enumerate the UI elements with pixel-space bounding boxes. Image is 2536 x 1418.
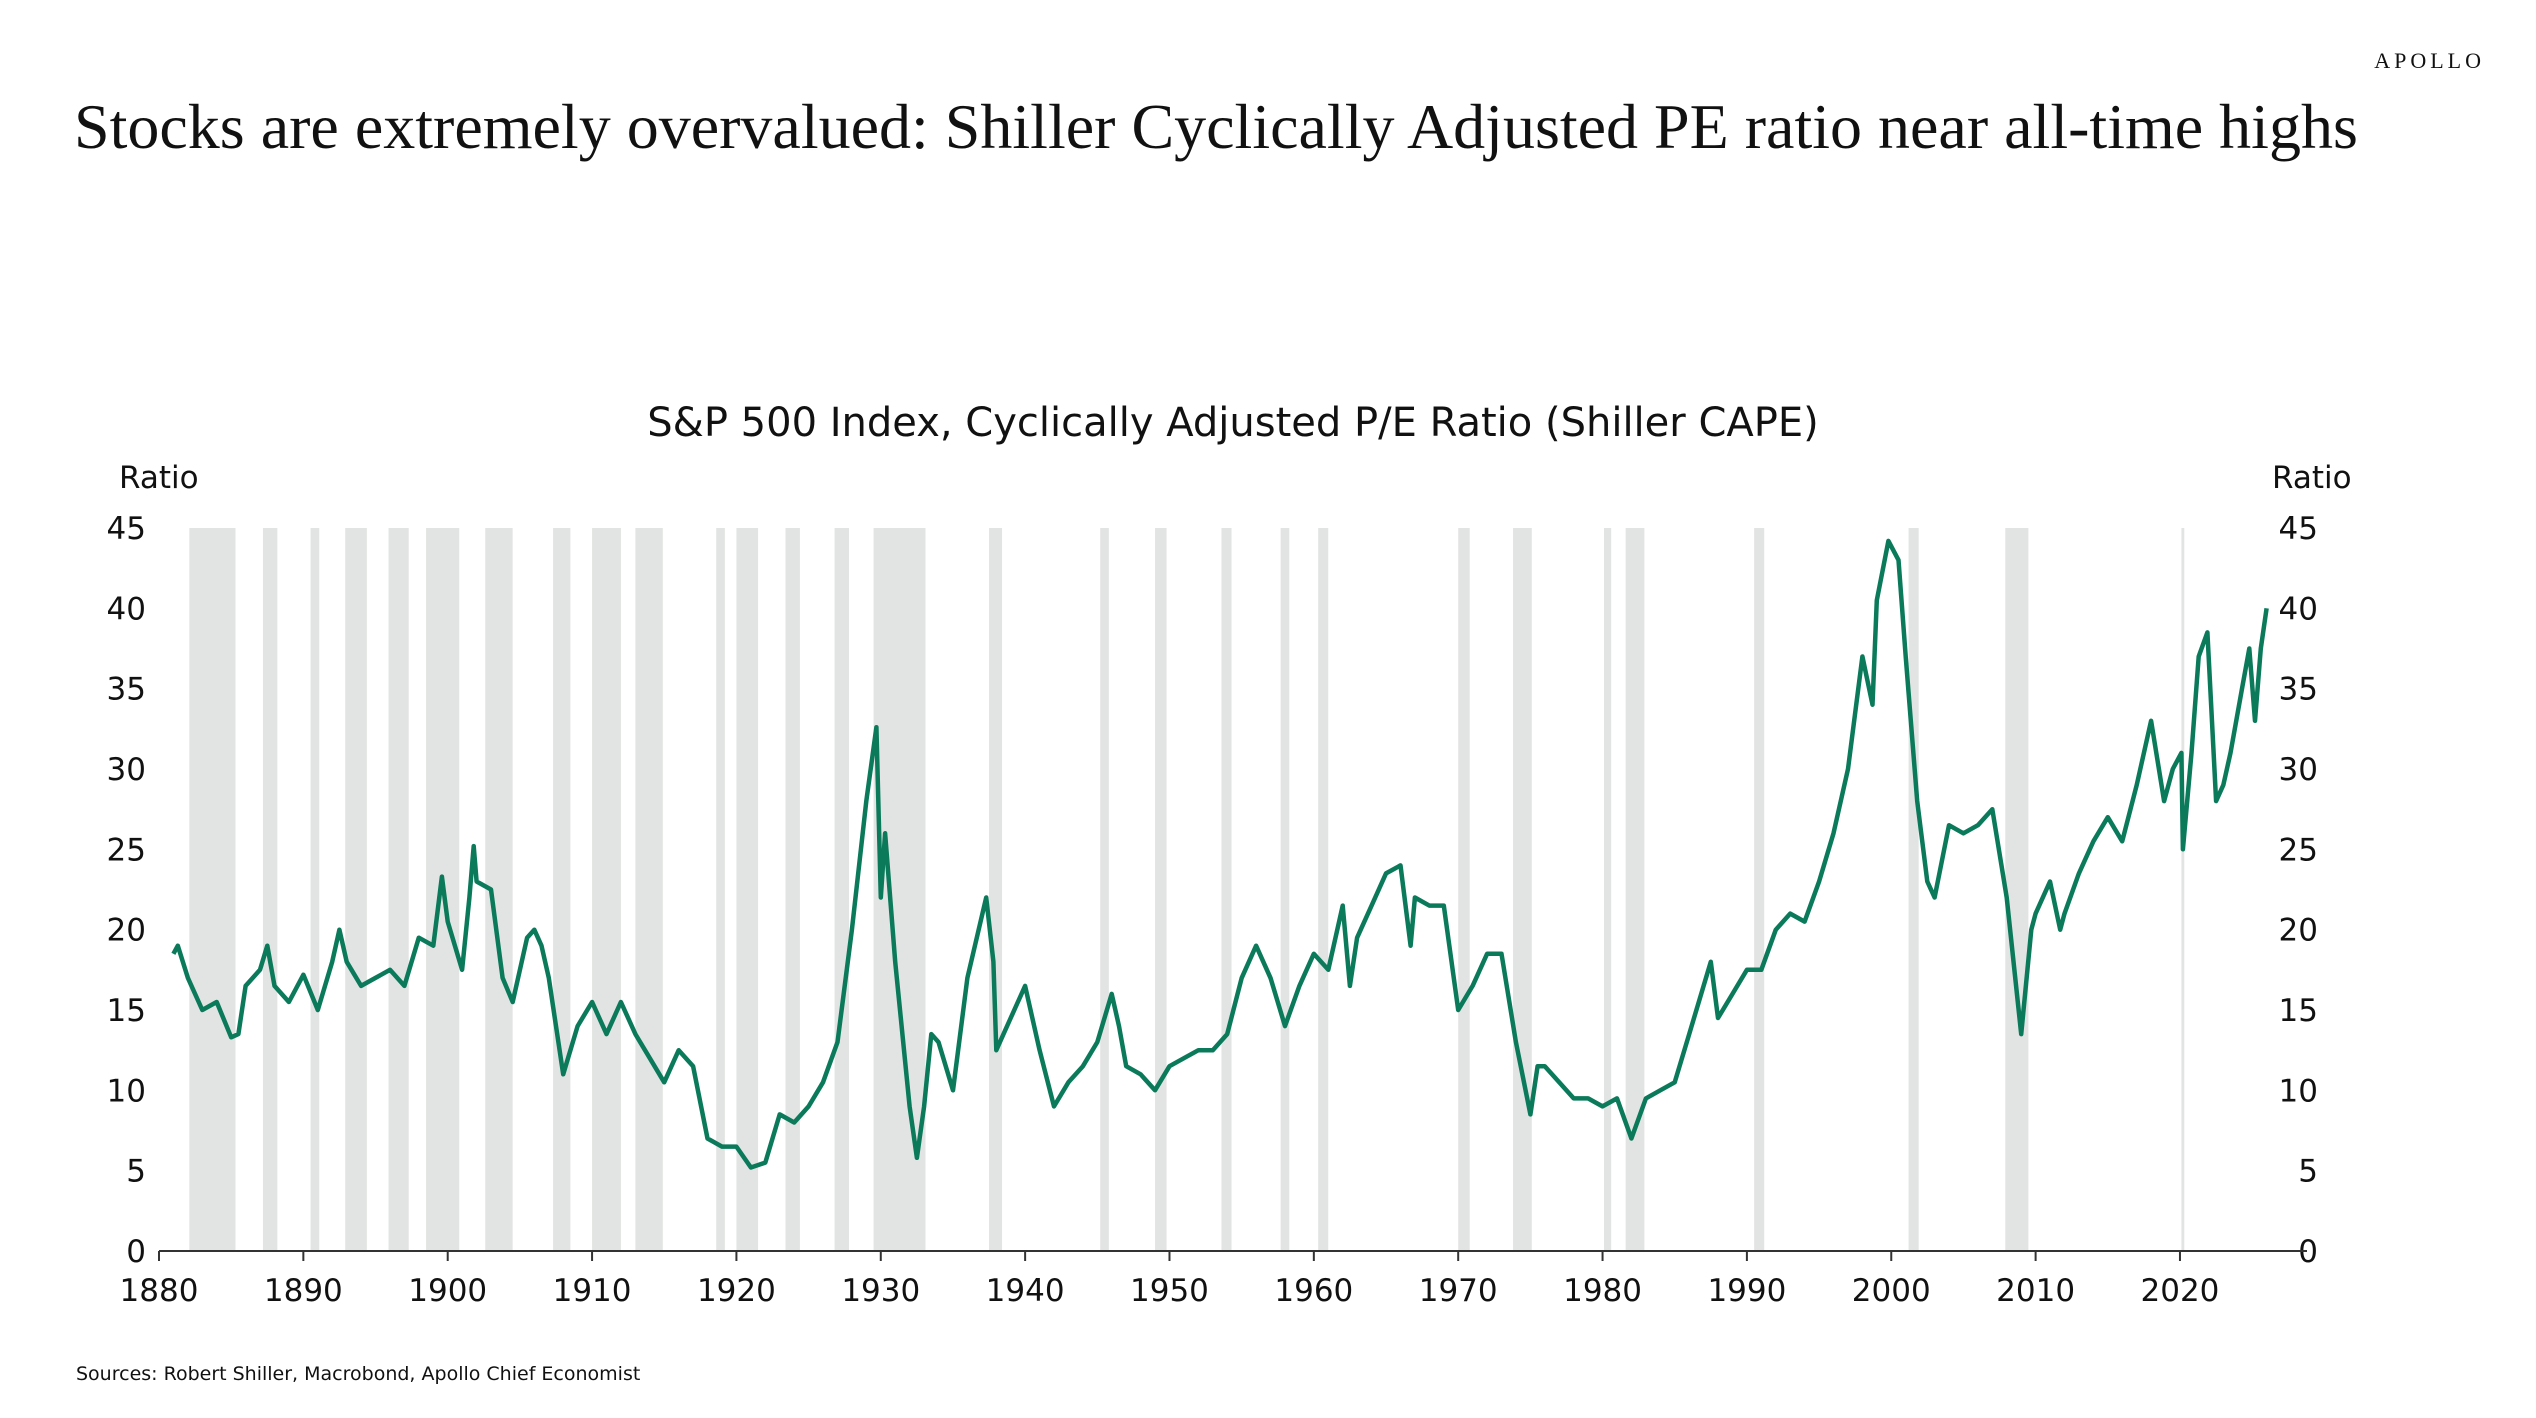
y2-tick-label: 40 — [2279, 591, 2318, 627]
x-tick-label: 2020 — [2141, 1273, 2220, 1309]
recession-band — [310, 528, 320, 1251]
x-tick-label: 1890 — [264, 1273, 343, 1309]
x-tick-label: 1970 — [1419, 1273, 1498, 1309]
recession-band — [989, 528, 1003, 1251]
recession-band — [2181, 528, 2185, 1251]
y-tick-label: 0 — [126, 1234, 146, 1270]
y-tick-label: 45 — [107, 511, 146, 547]
y-tick-label: 20 — [107, 913, 146, 949]
x-tick-label: 2000 — [1852, 1273, 1931, 1309]
y2-tick-label: 15 — [2279, 993, 2318, 1029]
recession-band — [592, 528, 621, 1251]
y-tick-label: 5 — [126, 1154, 146, 1190]
y-tick-label: 10 — [107, 1073, 146, 1109]
recession-band — [785, 528, 800, 1251]
recession-band — [1100, 528, 1109, 1251]
x-tick-label: 2010 — [1996, 1273, 2075, 1309]
y-tick-label: 35 — [107, 672, 146, 708]
recession-band — [1908, 528, 1919, 1251]
y2-tick-label: 0 — [2298, 1234, 2318, 1270]
recession-band — [2005, 528, 2029, 1251]
recession-band — [1458, 528, 1470, 1251]
headline: Stocks are extremely overvalued: Shiller… — [74, 91, 2358, 162]
y-tick-label: 15 — [107, 993, 146, 1029]
recession-band — [345, 528, 367, 1251]
x-tick-label: 1950 — [1130, 1273, 1209, 1309]
x-tick-label: 1920 — [697, 1273, 776, 1309]
recession-band — [736, 528, 759, 1251]
x-tick-label: 1960 — [1274, 1273, 1353, 1309]
recession-band — [1280, 528, 1290, 1251]
y2-tick-label: 25 — [2279, 832, 2318, 868]
y2-tick-label: 30 — [2279, 752, 2318, 788]
x-tick-label: 1930 — [841, 1273, 920, 1309]
y2-tick-label: 20 — [2279, 913, 2318, 949]
y2-tick-label: 35 — [2279, 672, 2318, 708]
y-tick-label: 30 — [107, 752, 146, 788]
y-tick-label: 40 — [107, 591, 146, 627]
recession-band — [553, 528, 571, 1251]
brand: APOLLO — [2374, 48, 2485, 73]
y2-axis-label: Ratio — [2272, 460, 2352, 496]
recession-band — [388, 528, 409, 1251]
x-tick-label: 1990 — [1707, 1273, 1786, 1309]
recession-band — [1754, 528, 1765, 1251]
recession-band — [189, 528, 236, 1251]
recession-band — [1155, 528, 1167, 1251]
recession-band — [1318, 528, 1329, 1251]
cape-line — [171, 538, 2269, 1170]
recession-band — [1603, 528, 1612, 1251]
source-note: Sources: Robert Shiller, Macrobond, Apol… — [76, 1363, 640, 1385]
chart-title: S&P 500 Index, Cyclically Adjusted P/E R… — [647, 400, 1818, 446]
recession-band — [716, 528, 725, 1251]
x-tick-label: 1940 — [986, 1273, 1065, 1309]
recession-band — [1513, 528, 1532, 1251]
y-tick-label: 25 — [107, 832, 146, 868]
x-tick-label: 1910 — [553, 1273, 632, 1309]
y2-tick-label: 10 — [2279, 1073, 2318, 1109]
recession-band — [635, 528, 663, 1251]
recession-band — [1625, 528, 1645, 1251]
y2-tick-label: 5 — [2298, 1154, 2318, 1190]
recession-band — [262, 528, 278, 1251]
y-axis-label: Ratio — [119, 460, 199, 496]
plot-area: 0 5 10 15 20 25 30 35 40 45 0 5 10 15 20 25 30 35 40 45 1880… — [107, 511, 2318, 1309]
recession-band — [1221, 528, 1232, 1251]
x-tick-label: 1900 — [408, 1273, 487, 1309]
x-tick-label: 1980 — [1563, 1273, 1642, 1309]
y2-tick-label: 45 — [2279, 511, 2318, 547]
recession-band — [834, 528, 850, 1251]
x-tick-label: 1880 — [120, 1273, 199, 1309]
